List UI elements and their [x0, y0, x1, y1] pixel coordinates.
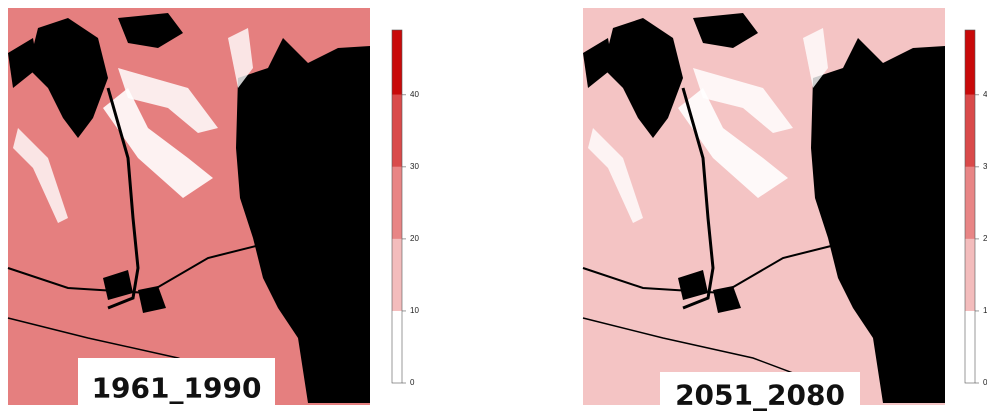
colorbar-tick-label: 20 [983, 234, 987, 243]
colorbar-bin [392, 95, 402, 167]
colorbar-bin [965, 167, 975, 239]
colorbar-tick-label: 0 [983, 378, 987, 387]
colorbar-bin [965, 30, 975, 95]
colorbar-bin [965, 239, 975, 311]
colorbar-bin [392, 167, 402, 239]
map [583, 8, 945, 405]
panel-label: 2051_2080 [675, 379, 845, 412]
colorbar-bin [392, 30, 402, 95]
colorbar-bin [392, 239, 402, 311]
colorbar-tick-label: 40 [983, 90, 987, 99]
colorbar-tick-label: 10 [983, 306, 987, 315]
colorbar-tick-label: 20 [410, 234, 419, 243]
colorbar-bin [965, 311, 975, 383]
colorbar-tick-label: 0 [410, 378, 415, 387]
page: {"chart_data": [ {"type": "raster", "tit… [0, 0, 987, 413]
map [8, 8, 370, 405]
colorbar-bin [392, 311, 402, 383]
colorbar-tick-label: 30 [410, 162, 419, 171]
panel-label: 1961_1990 [92, 372, 262, 405]
colorbar-tick-label: 10 [410, 306, 419, 315]
colorbar-bin [965, 95, 975, 167]
figure: 0 10 20 30 40 1961_1990 0 10 20 30 40 2051_2080 [0, 0, 987, 413]
colorbar-tick-label: 40 [410, 90, 419, 99]
colorbar-tick-label: 30 [983, 162, 987, 171]
